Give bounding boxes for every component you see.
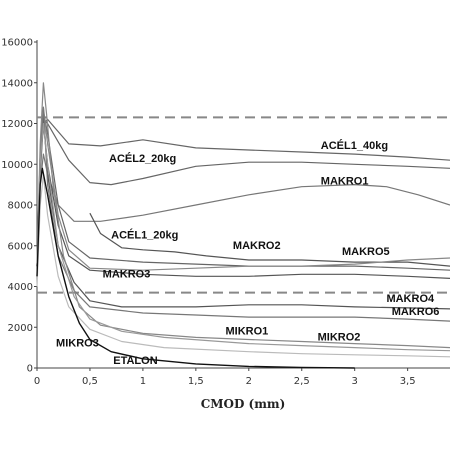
series-line-mikro3 — [36, 173, 450, 358]
series-label: MAKRO6 — [392, 306, 440, 318]
y-tick-label: 10000 — [1, 160, 33, 171]
y-tick-label: 4000 — [8, 282, 33, 293]
series-label: ACÉL2_20kg — [109, 152, 176, 165]
series-line-etalon — [36, 167, 355, 369]
plot-area: 0 2000 4000 6000 8000 10000 12000 14000 16000 0 0,… — [1, 38, 450, 387]
series-label: MAKRO1 — [321, 176, 369, 188]
x-tick-label: 0 — [34, 376, 40, 387]
x-tick-label: 3,5 — [400, 376, 416, 387]
series-line-mikro2 — [36, 122, 450, 352]
y-tick-label: 14000 — [1, 78, 33, 89]
series-label: ETALON — [113, 355, 157, 367]
x-tick-label: 1,5 — [188, 376, 204, 387]
x-tick-label: 0,5 — [82, 376, 98, 387]
x-axis-title: CMOD (mm) — [201, 397, 286, 411]
y-tick-label: 0 — [27, 364, 33, 375]
series-label: MAKRO3 — [103, 268, 151, 280]
series-label: MAKRO4 — [386, 293, 435, 305]
series-line-mikro1 — [36, 82, 450, 349]
x-tick-label: 2 — [246, 376, 252, 387]
y-tick-label: 2000 — [8, 323, 33, 334]
series-line-ac-l1-20kg — [89, 212, 450, 267]
x-tick-label: 3 — [352, 376, 358, 387]
x-tick-label: 1 — [140, 376, 146, 387]
series-label: MIKRO1 — [225, 325, 268, 337]
series-label: MAKRO5 — [342, 246, 390, 258]
series-label: ACÉL1_40kg — [321, 139, 388, 152]
x-tick-label: 2,5 — [294, 376, 310, 387]
series-line-makro6 — [36, 106, 450, 322]
y-tick-label: 16000 — [1, 38, 33, 49]
y-tick-label: 6000 — [8, 241, 33, 252]
series-label: MAKRO2 — [233, 240, 281, 252]
series-label: MIKRO2 — [318, 331, 361, 343]
y-tick-label: 8000 — [8, 201, 33, 212]
series-line-makro1 — [36, 153, 450, 277]
y-tick-label: 12000 — [1, 119, 33, 130]
series-label: MIKRO3 — [56, 338, 99, 350]
series-label: ACÉL1_20kg — [111, 229, 178, 242]
